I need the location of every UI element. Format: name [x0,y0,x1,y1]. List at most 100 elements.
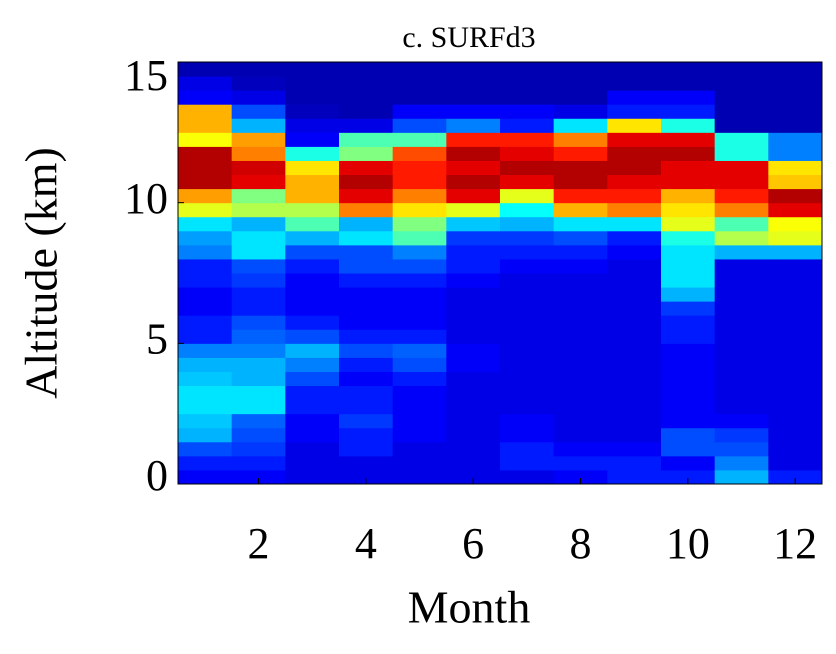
heatmap-cell [500,273,555,288]
heatmap-cell [285,385,340,401]
heatmap-cell [178,287,233,302]
heatmap-cell [714,469,769,485]
heatmap-cell [661,455,716,471]
heatmap-cell [339,132,394,147]
heatmap-cell [553,258,608,274]
heatmap-cell [768,160,823,176]
heatmap-cell [500,244,555,260]
heatmap-cell [500,76,555,91]
heatmap-cell [553,146,608,161]
heatmap-cell [339,427,394,443]
heatmap-cell [500,455,555,471]
heatmap-cell [285,174,340,190]
heatmap-cell [178,132,233,147]
heatmap-cell [553,329,608,344]
heatmap-cell [339,202,394,218]
heatmap-cell [392,329,447,344]
heatmap-cell [500,343,555,358]
heatmap-cell [392,230,447,246]
heatmap-cell [607,343,662,358]
heatmap-cell [768,62,823,77]
heatmap-cell [285,132,340,147]
heatmap-cell [768,399,823,415]
heatmap-cell [553,371,608,387]
heatmap-cell [553,315,608,330]
heatmap-cell [607,427,662,443]
heatmap-cell [714,118,769,133]
heatmap-cell [392,427,447,443]
heatmap-cell [392,216,447,232]
heatmap-cell [339,469,394,485]
heatmap-cell [661,230,716,246]
heatmap-cell [607,76,662,91]
heatmap-cell [661,413,716,429]
heatmap-cell [714,441,769,457]
heatmap-cell [285,118,340,133]
heatmap-cell [607,385,662,401]
heatmap-cell [714,273,769,288]
heatmap-cell [553,469,608,485]
heatmap-cell [231,174,286,190]
heatmap-cell [285,146,340,161]
heatmap-cell [768,132,823,147]
heatmap-cell [500,385,555,401]
heatmap-cell [178,399,233,415]
heatmap-cell [714,427,769,443]
heatmap-cell [661,343,716,358]
heatmap-cell [285,455,340,471]
heatmap-cell [500,160,555,176]
heatmap-cell [285,202,340,218]
heatmap-cell [553,230,608,246]
heatmap-cell [285,357,340,372]
heatmap-cell [768,371,823,387]
heatmap-cell [714,146,769,161]
heatmap-cell [339,174,394,190]
heatmap-cell [714,174,769,190]
heatmap-cell [392,315,447,330]
heatmap-cell [714,329,769,344]
heatmap-cell [231,118,286,133]
heatmap-cell [553,343,608,358]
heatmap-cell [285,315,340,330]
heatmap-cell [714,90,769,105]
heatmap-cell [339,385,394,401]
heatmap-cell [714,76,769,91]
heatmap-cell [661,385,716,401]
heatmap-cell [339,146,394,161]
heatmap-cell [500,104,555,119]
heatmap-cell [661,160,716,176]
heatmap-cell [178,188,233,204]
heatmap-cell [285,62,340,77]
heatmap-cell [661,273,716,288]
y-tick-label: 0 [146,451,168,500]
heatmap-cell [661,244,716,260]
heatmap-cell [446,385,501,401]
heatmap-cell [607,160,662,176]
heatmap-cell [285,90,340,105]
heatmap-cell [392,385,447,401]
heatmap-cell [661,174,716,190]
heatmap-cell [231,160,286,176]
heatmap-cell [714,258,769,274]
heatmap-cell [178,315,233,330]
heatmap-cell [553,62,608,77]
heatmap-cell [500,230,555,246]
heatmap-cell [392,273,447,288]
heatmap-cell [285,216,340,232]
heatmap-cell [500,329,555,344]
heatmap-cell [714,287,769,302]
heatmap-cell [339,104,394,119]
heatmap-cell [446,258,501,274]
heatmap-cell [178,455,233,471]
heatmap-cell [178,273,233,288]
heatmap-cell [553,202,608,218]
heatmap-cell [446,413,501,429]
heatmap-cell [607,132,662,147]
heatmap-cell [768,315,823,330]
heatmap-cell [661,104,716,119]
heatmap-cell [553,399,608,415]
heatmap-cell [339,301,394,316]
heatmap-cell [607,104,662,119]
heatmap-cell [339,399,394,415]
heatmap-cell [768,413,823,429]
